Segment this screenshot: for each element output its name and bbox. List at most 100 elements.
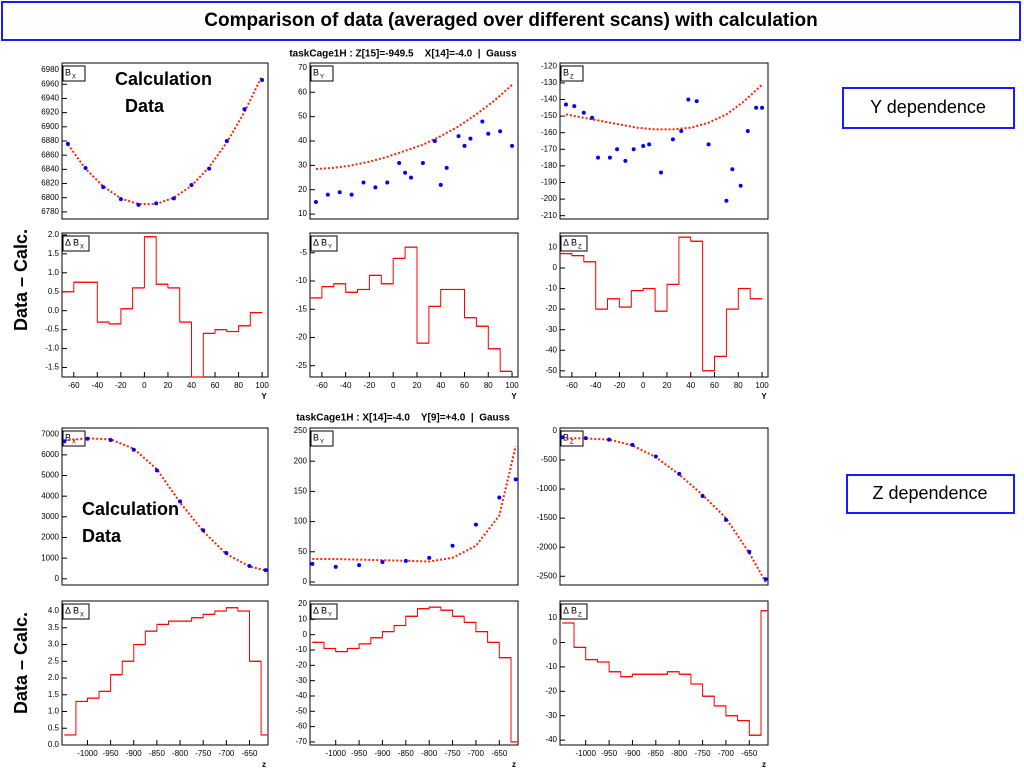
panel-label: Δ B <box>313 237 327 247</box>
data-point <box>357 563 362 568</box>
plot-frame <box>559 600 769 746</box>
data-point <box>647 142 652 147</box>
data-point <box>403 170 408 175</box>
data-point <box>754 105 759 110</box>
data-point <box>462 143 467 148</box>
histogram-outline <box>310 246 513 372</box>
panel-label-subscript: X <box>72 75 76 81</box>
data-point <box>473 522 478 527</box>
data-point <box>361 180 366 185</box>
plot-frame <box>61 232 269 378</box>
x-tick-label: 80 <box>734 381 743 390</box>
y-tick-label: 6900 <box>41 122 59 131</box>
data-point <box>349 192 354 197</box>
dependence-label: Z dependence <box>872 483 987 503</box>
y-tick-label: 50 <box>298 547 307 556</box>
y-tick-label: -2000 <box>537 542 558 551</box>
y-tick-label: -10 <box>545 284 557 293</box>
y-tick-label: 2.0 <box>48 230 60 239</box>
x-tick-label: 20 <box>663 381 672 390</box>
panel-label-box <box>62 235 90 252</box>
x-tick-label: 60 <box>460 381 469 390</box>
y-tick-label: 4.0 <box>48 606 60 615</box>
data-point <box>136 202 141 207</box>
y-tick-label: 6000 <box>41 450 59 459</box>
y-tick-label: -20 <box>545 304 557 313</box>
x-tick-label: 100 <box>505 381 519 390</box>
data-point <box>333 564 338 569</box>
data-point <box>456 134 461 139</box>
data-point <box>590 115 595 120</box>
y-tick-label: 200 <box>294 456 308 465</box>
panel-label-subscript: Y <box>328 613 332 619</box>
y-tick-label: -30 <box>545 325 557 334</box>
y-tick-label: 70 <box>298 63 307 72</box>
data-point <box>224 139 229 143</box>
panel-label-box <box>560 603 588 620</box>
x-tick-label: -650 <box>491 749 508 758</box>
y-tick-label: -0.5 <box>45 325 59 334</box>
y-tick-label: -5 <box>300 248 308 257</box>
x-tick-label: -850 <box>398 749 415 758</box>
y-tick-label: 40 <box>298 136 307 145</box>
y-tick-label: 250 <box>294 426 308 435</box>
y-tick-label: -1.5 <box>45 363 59 372</box>
panel-label-subscript: Y <box>320 440 324 446</box>
data-point <box>242 107 247 112</box>
panel-label-box <box>310 430 334 447</box>
x-tick-label: -900 <box>126 749 143 758</box>
y-tick-label: 150 <box>294 487 308 496</box>
y-tick-label: 6920 <box>41 108 59 117</box>
data-point <box>607 437 612 442</box>
y-tick-label: 4000 <box>41 491 59 500</box>
histogram-outline <box>562 610 768 736</box>
panel-label: B <box>65 432 71 442</box>
x-tick-label: -40 <box>92 381 104 390</box>
histogram-outline <box>64 607 268 736</box>
data-point <box>513 477 518 482</box>
y-tick-label: 3000 <box>41 512 59 521</box>
y-tick-label: 5000 <box>41 471 59 480</box>
x-axis-label: z <box>762 760 766 768</box>
x-tick-label: -950 <box>351 749 368 758</box>
y-tick-label: 0 <box>553 263 558 272</box>
x-tick-label: -1000 <box>325 749 346 758</box>
y-tick-label: 2000 <box>41 533 59 542</box>
data-point <box>738 183 743 188</box>
panel-label-box <box>62 603 90 620</box>
y-tick-label: 1.5 <box>48 249 60 258</box>
x-tick-label: 60 <box>710 381 719 390</box>
y-tick-label: 6780 <box>41 207 59 216</box>
data-point <box>572 104 577 109</box>
x-tick-label: -950 <box>103 749 120 758</box>
x-tick-label: 40 <box>436 381 445 390</box>
x-tick-label: -20 <box>614 381 626 390</box>
x-tick-label: 100 <box>255 381 269 390</box>
data-point <box>747 549 752 554</box>
panel-label: B <box>313 432 319 442</box>
x-tick-label: 40 <box>187 381 196 390</box>
data-point <box>263 568 268 573</box>
y-tick-label: 6960 <box>41 79 59 88</box>
calculation-line <box>67 75 263 206</box>
panel-label-subscript: Y <box>320 75 324 81</box>
data-point <box>154 201 159 206</box>
calculation-line <box>64 437 266 572</box>
panel-label-box <box>62 65 86 82</box>
y-tick-label: -15 <box>295 304 307 313</box>
panel-label-box <box>560 65 584 82</box>
x-tick-label: -950 <box>601 749 618 758</box>
x-tick-label: -700 <box>218 749 235 758</box>
y-tick-label: -30 <box>545 711 557 720</box>
panel-label: Δ B <box>563 237 577 247</box>
data-point <box>444 165 449 170</box>
x-tick-label: 60 <box>211 381 220 390</box>
x-tick-label: -20 <box>364 381 376 390</box>
legend-entry: Calculation <box>82 499 179 519</box>
panel-label-subscript: Z <box>578 613 582 619</box>
x-tick-label: -900 <box>374 749 391 758</box>
y-tick-label: 10 <box>548 613 557 622</box>
x-axis-label: Y <box>761 392 767 401</box>
x-tick-label: -750 <box>195 749 212 758</box>
y-tick-label: -40 <box>545 735 557 744</box>
